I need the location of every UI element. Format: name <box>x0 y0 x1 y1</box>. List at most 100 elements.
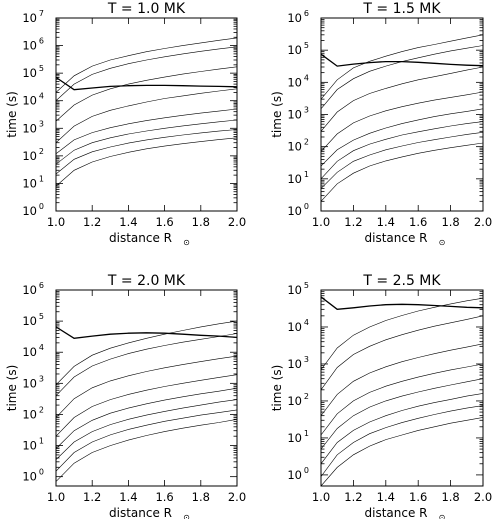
y-tick-label: 10 <box>287 468 302 482</box>
y-tick-exponent: 3 <box>304 355 309 364</box>
x-tick-label: 1.2 <box>344 215 362 229</box>
y-tick-exponent: 5 <box>39 312 44 321</box>
series-line-1 <box>321 34 483 100</box>
series-line-2 <box>56 333 237 396</box>
x-tick-label: 1.0 <box>47 215 65 229</box>
y-tick-exponent: 2 <box>39 147 44 156</box>
series-line-4 <box>321 91 483 152</box>
y-tick-label: 10 <box>22 39 37 53</box>
x-tick-label: 1.6 <box>409 490 427 504</box>
panel-title: T = 1.5 MK <box>362 1 441 17</box>
panel-title: T = 2.0 MK <box>107 273 186 289</box>
x-tick-label: 1.8 <box>192 490 210 504</box>
x-tick-label: 1.0 <box>312 215 330 229</box>
sun-symbol-subscript: ⊙ <box>183 238 190 247</box>
plot-frame <box>55 289 238 487</box>
x-tick-label: 1.0 <box>312 490 330 504</box>
series-line-4 <box>56 374 237 437</box>
series-line-8 <box>56 419 237 482</box>
series-line-5 <box>321 108 483 167</box>
y-tick-exponent: 0 <box>304 202 309 211</box>
series-line-2 <box>56 46 237 101</box>
y-tick-exponent: 0 <box>304 466 309 475</box>
sun-symbol-subscript: ⊙ <box>439 238 446 247</box>
x-tick-label: 1.2 <box>344 490 362 504</box>
panel-title: T = 2.5 MK <box>362 273 441 289</box>
y-tick-label: 10 <box>287 172 302 186</box>
series-line-6 <box>56 119 237 165</box>
series-line-3 <box>321 343 483 416</box>
y-tick-exponent: 2 <box>304 392 309 401</box>
series-line-6 <box>56 399 237 460</box>
y-tick-exponent: 4 <box>39 92 44 101</box>
x-tick-label: 1.6 <box>409 215 427 229</box>
y-tick-exponent: 0 <box>39 468 44 477</box>
y-tick-label: 10 <box>287 283 302 297</box>
y-tick-label: 10 <box>22 94 37 108</box>
series-line-4 <box>321 363 483 436</box>
x-tick-label: 1.4 <box>377 215 395 229</box>
x-axis-label: distance R <box>109 231 172 245</box>
y-tick-exponent: 1 <box>39 437 44 446</box>
bold-series-line <box>56 76 237 91</box>
y-tick-exponent: 5 <box>304 281 309 290</box>
y-tick-exponent: 0 <box>39 202 44 211</box>
y-tick-exponent: 6 <box>39 37 44 46</box>
bold-series-line <box>321 53 483 67</box>
series-line-7 <box>56 129 237 175</box>
y-tick-label: 10 <box>287 75 302 89</box>
y-tick-label: 10 <box>22 121 37 135</box>
bold-series-line <box>321 296 483 310</box>
y-tick-label: 10 <box>22 314 37 328</box>
y-axis-label: time (s) <box>5 91 19 138</box>
series-line-4 <box>56 88 237 143</box>
y-tick-label: 10 <box>22 439 37 453</box>
series-line-1 <box>321 297 483 370</box>
series-line-2 <box>321 45 483 109</box>
plot-frame <box>55 17 238 212</box>
y-tick-label: 10 <box>287 394 302 408</box>
y-tick-exponent: 2 <box>304 138 309 147</box>
y-tick-label: 10 <box>22 149 37 163</box>
y-tick-label: 10 <box>22 470 37 484</box>
y-tick-exponent: 1 <box>39 174 44 183</box>
y-tick-label: 10 <box>22 176 37 190</box>
y-tick-label: 10 <box>287 11 302 25</box>
x-axis-label: distance R <box>365 506 428 519</box>
y-tick-label: 10 <box>287 43 302 57</box>
x-tick-label: 2.0 <box>228 215 246 229</box>
y-tick-label: 10 <box>287 140 302 154</box>
x-tick-label: 1.6 <box>155 490 173 504</box>
y-tick-label: 10 <box>287 320 302 334</box>
x-tick-label: 1.2 <box>83 490 101 504</box>
y-tick-label: 10 <box>22 204 37 218</box>
plot-frame <box>320 17 484 212</box>
series-line-7 <box>321 405 483 477</box>
series-line-8 <box>321 142 483 202</box>
y-tick-label: 10 <box>287 204 302 218</box>
y-tick-exponent: 3 <box>39 374 44 383</box>
x-tick-label: 1.8 <box>441 490 459 504</box>
x-tick-label: 1.8 <box>192 215 210 229</box>
y-tick-label: 10 <box>22 345 37 359</box>
y-tick-exponent: 1 <box>304 429 309 438</box>
series-line-6 <box>321 121 483 180</box>
series-line-2 <box>321 315 483 390</box>
series-line-8 <box>56 137 237 187</box>
y-tick-exponent: 5 <box>304 41 309 50</box>
x-tick-label: 1.4 <box>119 490 137 504</box>
series-line-6 <box>321 393 483 464</box>
y-tick-exponent: 3 <box>304 106 309 115</box>
x-tick-label: 1.2 <box>83 215 101 229</box>
x-tick-label: 1.0 <box>47 490 65 504</box>
y-tick-label: 10 <box>22 283 37 297</box>
y-tick-exponent: 5 <box>39 64 44 73</box>
bold-series-line <box>56 326 237 339</box>
y-tick-label: 10 <box>287 357 302 371</box>
y-tick-exponent: 3 <box>39 119 44 128</box>
x-tick-label: 2.0 <box>228 490 246 504</box>
series-line-5 <box>321 378 483 450</box>
